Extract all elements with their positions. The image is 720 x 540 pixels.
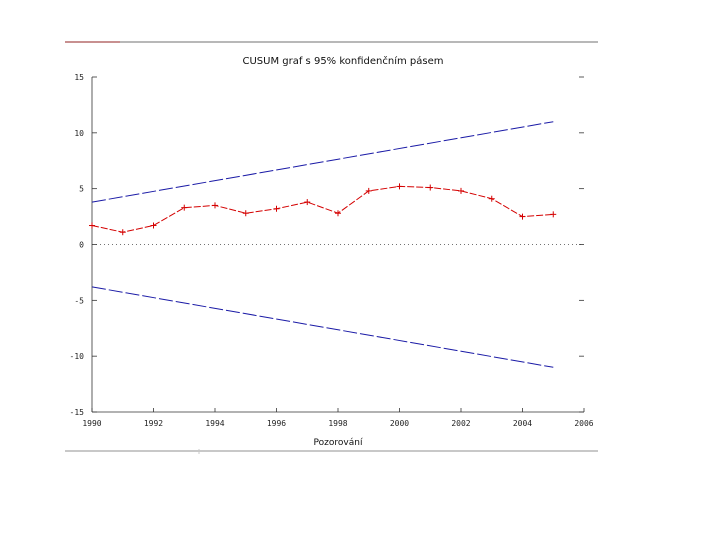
cusum-point (273, 205, 280, 212)
y-tick-label: 15 (74, 73, 84, 82)
x-tick-label: 1996 (267, 419, 286, 428)
cusum-point (335, 210, 341, 217)
lower-confidence-bound (91, 286, 554, 368)
y-tick-label: -10 (70, 352, 85, 361)
y-tick-label: 5 (79, 185, 84, 194)
y-tick-label: 0 (79, 241, 84, 250)
x-axis-ticks: 1990 1992 1994 1996 1998 2000 2002 2004 2006 (82, 408, 594, 428)
x-tick-label: 1994 (205, 419, 224, 428)
y-tick-label: -5 (74, 296, 84, 305)
y-tick-label: -15 (70, 408, 85, 417)
cusum-point (550, 211, 557, 218)
x-tick-label: 1992 (144, 419, 163, 428)
cusum-point (119, 229, 126, 236)
cusum-point (519, 213, 526, 220)
x-tick-label: 1990 (82, 419, 101, 428)
cusum-point (242, 210, 249, 217)
y-axis-ticks: 15 10 5 0 -5 -10 -15 (70, 73, 584, 417)
y-tick-label: 10 (74, 129, 84, 138)
chart-title: CUSUM graf s 95% konfidenčním pásem (243, 55, 444, 67)
cusum-point (488, 195, 495, 202)
x-tick-label: 2002 (451, 419, 470, 428)
x-tick-label: 2000 (390, 419, 409, 428)
cusum-point (396, 183, 403, 190)
cusum-point (365, 187, 372, 194)
x-tick-label: 2004 (513, 419, 532, 428)
cusum-point (89, 222, 95, 229)
cusum-point (427, 184, 434, 191)
x-tick-label: 2006 (574, 419, 593, 428)
x-axis-label: Pozorování (314, 438, 363, 448)
x-tick-label: 1998 (328, 419, 347, 428)
cusum-point (458, 187, 464, 194)
cusum-point (181, 204, 188, 211)
cusum-point (212, 202, 218, 209)
series-layer (89, 121, 557, 368)
upper-confidence-bound (91, 121, 554, 203)
cusum-point (150, 222, 157, 229)
cusum-point (304, 199, 311, 206)
cusum-line (91, 185, 554, 233)
